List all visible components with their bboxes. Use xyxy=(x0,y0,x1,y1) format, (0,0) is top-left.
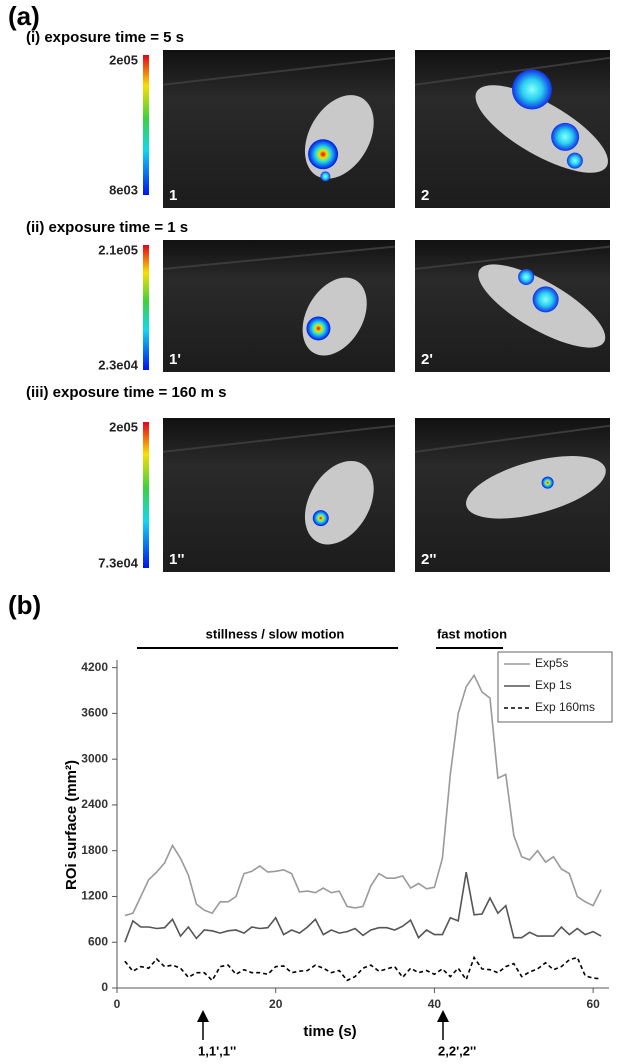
panel-label: (b) xyxy=(8,590,41,620)
row-title: (i) exposure time = 5 s xyxy=(26,29,184,46)
y-tick-label: 2400 xyxy=(81,797,108,811)
series-line xyxy=(124,955,602,982)
mouse xyxy=(475,85,608,173)
panel-label: (a) xyxy=(8,1,40,31)
mouse xyxy=(466,456,606,519)
floor-edge xyxy=(162,56,396,86)
signal xyxy=(551,122,580,151)
image-label: 1'' xyxy=(169,551,184,568)
series-line xyxy=(124,871,602,943)
signal xyxy=(308,139,339,170)
image-label: 2 xyxy=(421,187,429,204)
y-tick-label: 3600 xyxy=(81,706,108,720)
y-tick-label: 1800 xyxy=(81,843,108,857)
colorbar-min: 2.3e04 xyxy=(98,357,139,372)
colorbar-max: 2.1e05 xyxy=(98,242,138,257)
y-axis-title: ROi surface (mm²) xyxy=(63,760,80,890)
image: 1 xyxy=(162,50,396,208)
colorbar-min: 8e03 xyxy=(109,182,138,197)
y-tick-label: 1200 xyxy=(81,889,108,903)
image: 2 xyxy=(414,50,611,208)
floor-edge xyxy=(162,424,396,453)
signal xyxy=(532,286,559,313)
y-tick-label: 3000 xyxy=(81,751,108,765)
signal xyxy=(541,476,554,489)
row-title: (ii) exposure time = 1 s xyxy=(26,219,188,236)
image: 1' xyxy=(162,240,396,372)
signal xyxy=(312,510,329,527)
image: 2'' xyxy=(414,418,611,572)
y-tick-label: 600 xyxy=(88,934,108,948)
image: 1'' xyxy=(162,418,396,572)
image-label: 1 xyxy=(169,187,177,204)
signal xyxy=(512,69,552,110)
annotation: stillness / slow motion xyxy=(206,626,345,641)
signal xyxy=(306,316,331,341)
signal xyxy=(566,152,583,169)
y-tick-label: 4200 xyxy=(81,660,108,674)
x-tick-label: 60 xyxy=(586,997,600,1011)
floor-edge xyxy=(414,245,611,271)
row-title: (iii) exposure time = 160 m s xyxy=(26,384,227,401)
colorbar-max: 2e05 xyxy=(109,52,138,67)
signal xyxy=(518,268,535,285)
annotation: fast motion xyxy=(437,626,507,641)
legend-label: Exp 160ms xyxy=(535,700,595,714)
annotation: 2,2',2'' xyxy=(438,1043,476,1058)
legend-label: Exp 1s xyxy=(535,678,572,692)
image-label: 1' xyxy=(169,351,181,368)
floor-edge xyxy=(414,424,611,453)
image: 2' xyxy=(414,240,611,372)
annotation: 1,1',1'' xyxy=(198,1043,236,1058)
series-line xyxy=(124,673,602,917)
image-label: 2' xyxy=(421,351,433,368)
x-tick-label: 40 xyxy=(428,997,442,1011)
signal xyxy=(320,171,331,182)
x-tick-label: 0 xyxy=(114,997,121,1011)
floor-edge xyxy=(414,56,611,86)
colorbar xyxy=(143,55,149,195)
colorbar xyxy=(143,245,149,370)
colorbar xyxy=(143,422,149,568)
x-tick-label: 20 xyxy=(269,997,283,1011)
image-label: 2'' xyxy=(421,551,436,568)
legend-label: Exp5s xyxy=(535,656,568,670)
colorbar-min: 7.3e04 xyxy=(98,555,139,570)
colorbar-max: 2e05 xyxy=(109,419,138,434)
y-tick-label: 0 xyxy=(101,980,108,994)
x-axis-title: time (s) xyxy=(303,1023,356,1040)
floor-edge xyxy=(162,245,396,271)
